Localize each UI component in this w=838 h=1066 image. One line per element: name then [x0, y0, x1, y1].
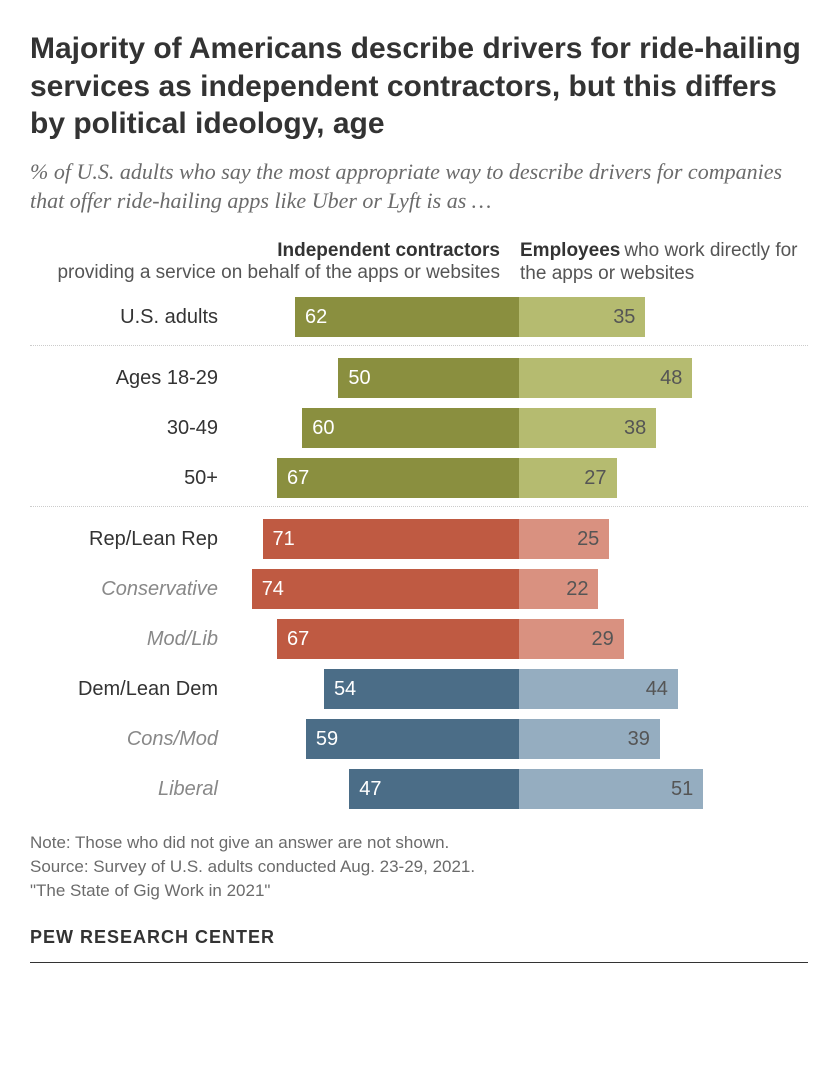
bar-employees: 51: [519, 769, 703, 809]
legend-right: Employees who work directly for the apps…: [510, 240, 808, 286]
bar-row: Cons/Mod5939: [30, 717, 808, 761]
bar-row: Conservative7422: [30, 567, 808, 611]
row-label: 50+: [30, 467, 230, 490]
legend-left-desc: providing a service on behalf of the app…: [30, 262, 500, 285]
bars-area: 5939: [230, 719, 808, 759]
bars-area: 6235: [230, 297, 808, 337]
chart-title: Majority of Americans describe drivers f…: [30, 30, 808, 143]
bar-row: Rep/Lean Rep7125: [30, 517, 808, 561]
row-label: Liberal: [30, 778, 230, 801]
legend-left-title: Independent contractors: [277, 240, 500, 261]
bar-employees: 22: [519, 569, 598, 609]
group-divider: [30, 506, 808, 507]
footer-attribution: PEW RESEARCH CENTER: [30, 927, 808, 963]
bar-independent-contractors: 50: [338, 358, 519, 398]
bar-row: 30-496038: [30, 406, 808, 450]
bar-employees: 48: [519, 358, 692, 398]
bar-employees: 27: [519, 458, 617, 498]
bar-independent-contractors: 74: [252, 569, 519, 609]
row-label: Cons/Mod: [30, 728, 230, 751]
bar-independent-contractors: 47: [349, 769, 519, 809]
bars-area: 5444: [230, 669, 808, 709]
note-line-1: Note: Those who did not give an answer a…: [30, 831, 808, 855]
bars-area: 6729: [230, 619, 808, 659]
bar-row: 50+6727: [30, 456, 808, 500]
note-line-2: Source: Survey of U.S. adults conducted …: [30, 855, 808, 879]
bar-row: Ages 18-295048: [30, 356, 808, 400]
bar-independent-contractors: 54: [324, 669, 519, 709]
bar-employees: 38: [519, 408, 656, 448]
bar-row: U.S. adults6235: [30, 295, 808, 339]
bar-independent-contractors: 62: [295, 297, 519, 337]
bar-independent-contractors: 67: [277, 619, 519, 659]
group-divider: [30, 345, 808, 346]
note-line-3: "The State of Gig Work in 2021": [30, 879, 808, 903]
legend-right-title: Employees: [520, 240, 620, 261]
row-label: 30-49: [30, 417, 230, 440]
bar-row: Dem/Lean Dem5444: [30, 667, 808, 711]
row-label: Conservative: [30, 578, 230, 601]
chart-notes: Note: Those who did not give an answer a…: [30, 831, 808, 902]
bars-area: 6727: [230, 458, 808, 498]
bar-row: Liberal4751: [30, 767, 808, 811]
row-label: Mod/Lib: [30, 628, 230, 651]
legend-left: Independent contractors providing a serv…: [30, 240, 510, 286]
row-label: Ages 18-29: [30, 367, 230, 390]
row-label: Dem/Lean Dem: [30, 678, 230, 701]
row-label: U.S. adults: [30, 306, 230, 329]
bars-area: 6038: [230, 408, 808, 448]
bar-employees: 25: [519, 519, 609, 559]
bars-area: 7125: [230, 519, 808, 559]
bar-row: Mod/Lib6729: [30, 617, 808, 661]
legend: Independent contractors providing a serv…: [30, 240, 808, 286]
diverging-bar-chart: U.S. adults6235Ages 18-29504830-49603850…: [30, 295, 808, 811]
bar-independent-contractors: 67: [277, 458, 519, 498]
bars-area: 7422: [230, 569, 808, 609]
bar-independent-contractors: 59: [306, 719, 519, 759]
chart-subtitle: % of U.S. adults who say the most approp…: [30, 157, 808, 216]
bars-area: 5048: [230, 358, 808, 398]
bar-independent-contractors: 60: [302, 408, 519, 448]
bar-employees: 35: [519, 297, 645, 337]
bar-employees: 44: [519, 669, 678, 709]
bar-employees: 39: [519, 719, 660, 759]
bar-independent-contractors: 71: [263, 519, 519, 559]
bars-area: 4751: [230, 769, 808, 809]
row-label: Rep/Lean Rep: [30, 528, 230, 551]
bar-employees: 29: [519, 619, 624, 659]
